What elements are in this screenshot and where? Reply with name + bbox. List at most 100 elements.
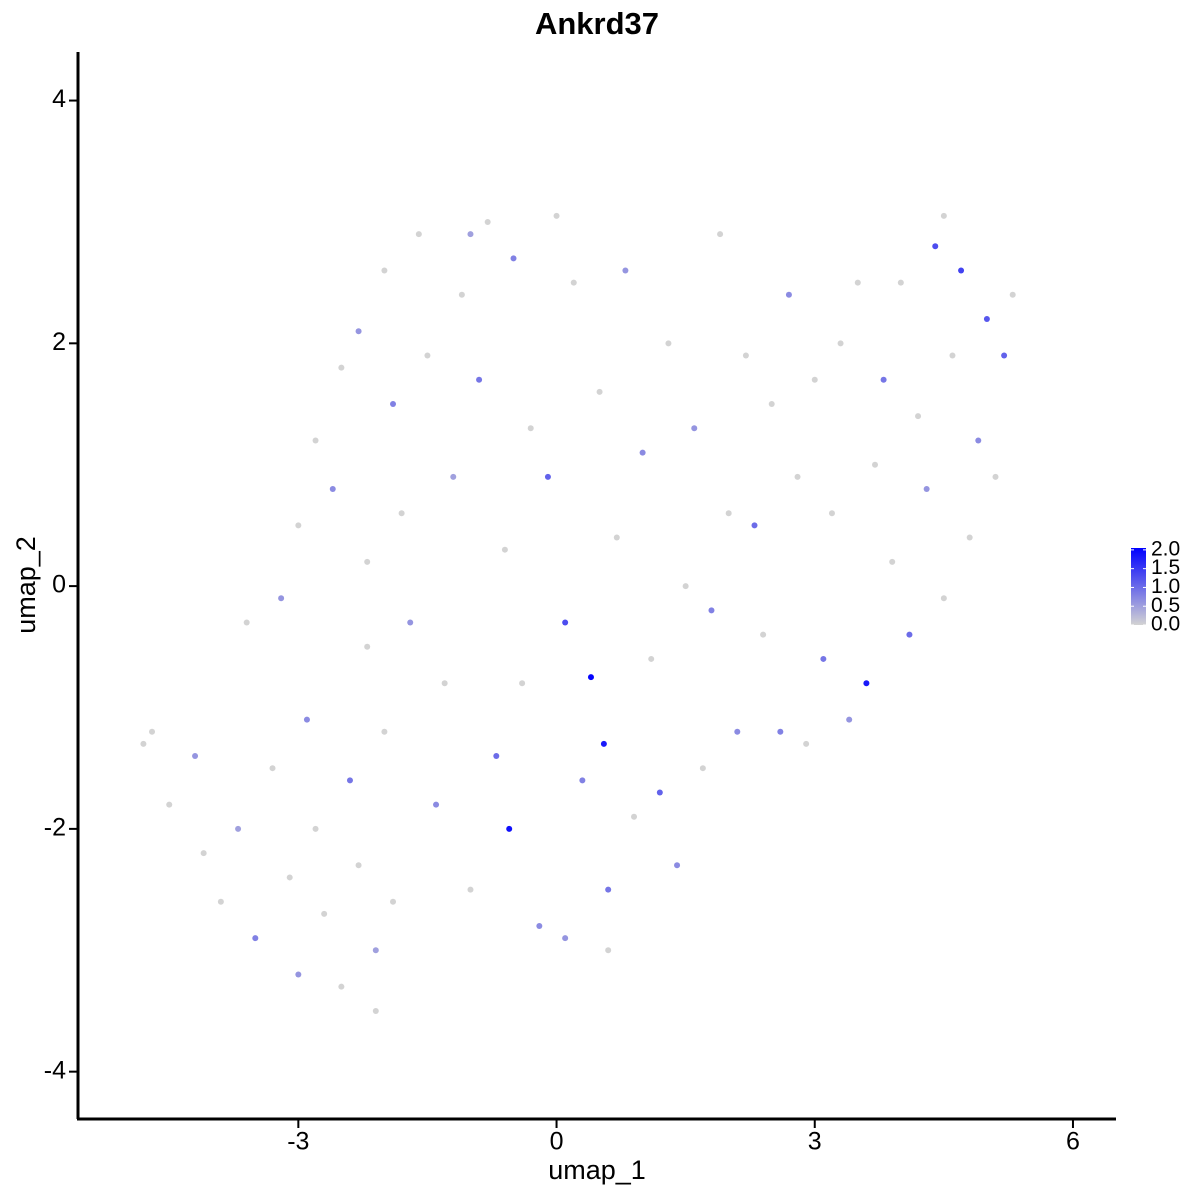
point — [553, 212, 560, 219]
y-tick-label: -4 — [44, 1056, 66, 1084]
point — [958, 267, 965, 274]
point — [355, 328, 362, 335]
point — [639, 449, 646, 456]
point — [286, 874, 293, 881]
point — [441, 680, 448, 687]
point — [622, 267, 629, 274]
point — [975, 437, 982, 444]
point — [338, 983, 345, 990]
y-tick-label: -2 — [44, 813, 66, 841]
point — [906, 631, 913, 638]
point — [192, 753, 199, 760]
point — [992, 473, 999, 480]
x-tick-label: 6 — [1066, 1128, 1080, 1156]
point — [312, 825, 319, 832]
point — [235, 825, 242, 832]
point — [665, 340, 672, 347]
point — [751, 522, 758, 529]
point — [501, 546, 508, 553]
chart-title: Ankrd37 — [535, 6, 659, 41]
x-tick-label: 3 — [808, 1128, 822, 1156]
point — [415, 231, 422, 238]
point — [476, 376, 483, 383]
x-axis-title: umap_1 — [548, 1155, 646, 1185]
point — [932, 243, 939, 250]
point — [398, 510, 405, 517]
point — [536, 922, 543, 929]
point — [923, 485, 930, 492]
point — [424, 352, 431, 359]
point — [760, 631, 767, 638]
y-tick-label: 0 — [52, 571, 66, 599]
point — [940, 595, 947, 602]
colorbar-label: 1.5 — [1151, 556, 1180, 579]
point — [897, 279, 904, 286]
point — [915, 413, 922, 420]
point — [742, 352, 749, 359]
point — [329, 485, 336, 492]
point — [854, 279, 861, 286]
point — [605, 886, 612, 893]
point — [699, 765, 706, 772]
point — [346, 777, 353, 784]
point — [648, 655, 655, 662]
point — [364, 643, 371, 650]
point — [837, 340, 844, 347]
point — [940, 212, 947, 219]
point — [149, 728, 156, 735]
x-tick-label: -3 — [287, 1128, 309, 1156]
point — [777, 728, 784, 735]
point — [794, 473, 801, 480]
point — [303, 716, 310, 723]
colorbar-label: 0.5 — [1151, 594, 1180, 617]
point — [983, 316, 990, 323]
point — [312, 437, 319, 444]
point — [140, 740, 147, 747]
point — [768, 401, 775, 408]
point — [269, 765, 276, 772]
point — [355, 862, 362, 869]
point — [321, 910, 328, 917]
point — [1001, 352, 1008, 359]
point — [828, 510, 835, 517]
point — [562, 619, 569, 626]
point — [217, 898, 224, 905]
point — [390, 898, 397, 905]
point — [544, 473, 551, 480]
colorbar-label: 1.0 — [1151, 575, 1180, 598]
point — [631, 813, 638, 820]
point — [364, 558, 371, 565]
point — [785, 291, 792, 298]
point — [682, 583, 689, 590]
point — [949, 352, 956, 359]
point — [605, 947, 612, 954]
point — [820, 655, 827, 662]
point — [725, 510, 732, 517]
point — [656, 789, 663, 796]
point — [484, 218, 491, 225]
point — [562, 935, 569, 942]
point — [252, 935, 259, 942]
point — [200, 850, 207, 857]
point — [587, 674, 594, 681]
point — [596, 388, 603, 395]
point — [278, 595, 285, 602]
point — [506, 825, 513, 832]
point — [407, 619, 414, 626]
point — [390, 401, 397, 408]
point — [381, 728, 388, 735]
point — [372, 947, 379, 954]
point — [734, 728, 741, 735]
point — [966, 534, 973, 541]
point — [295, 971, 302, 978]
point — [467, 231, 474, 238]
point — [811, 376, 818, 383]
x-tick-label: 0 — [550, 1128, 564, 1156]
point — [458, 291, 465, 298]
point — [872, 461, 879, 468]
point — [889, 558, 896, 565]
point — [372, 1007, 379, 1014]
point — [1009, 291, 1016, 298]
point — [381, 267, 388, 274]
